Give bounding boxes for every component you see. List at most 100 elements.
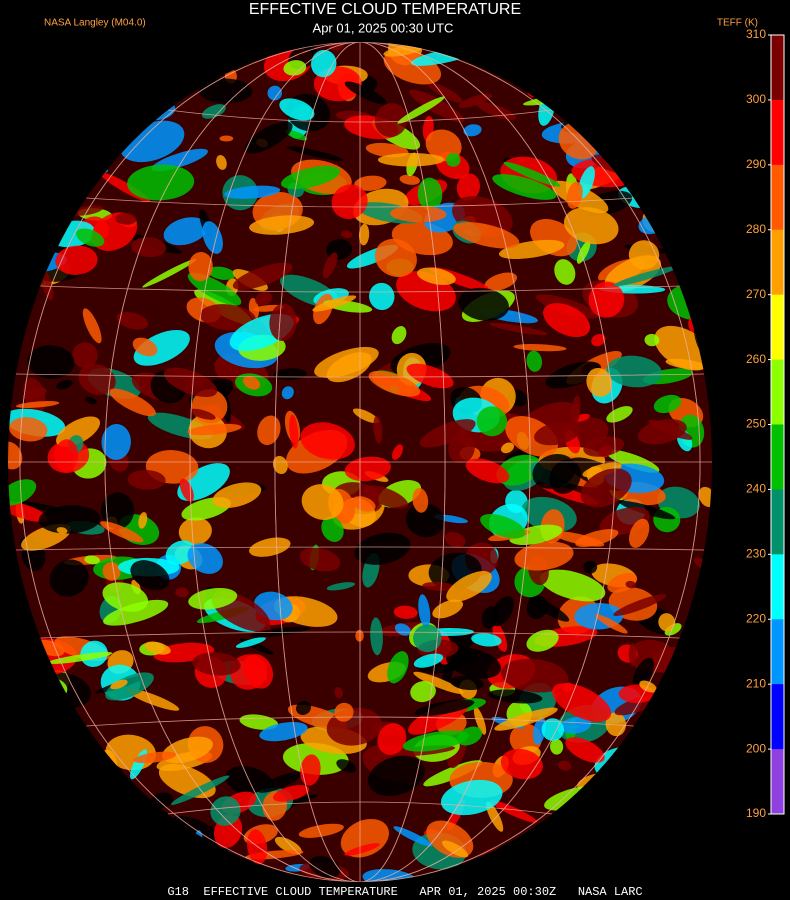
cloud-patch	[370, 617, 383, 656]
cloud-patch	[377, 152, 445, 167]
cloud-patch	[8, 501, 48, 522]
cloud-patch	[487, 689, 543, 704]
cloud-patch	[540, 569, 606, 602]
cloud-patch	[406, 363, 454, 389]
colorbar-tick-label: 300	[746, 92, 766, 106]
cloud-patch	[391, 444, 403, 460]
cloud-patch	[458, 287, 509, 321]
cloud-patch	[619, 500, 676, 520]
cloud-patch	[629, 518, 650, 548]
cloud-patch	[283, 60, 307, 76]
cloud-patch	[187, 543, 223, 574]
cloud-patch	[480, 513, 526, 539]
cloud-patch	[301, 484, 344, 520]
cloud-patch	[456, 173, 481, 201]
cloud-patch	[554, 259, 576, 285]
cloud-patch	[331, 184, 368, 220]
cloud-patch	[473, 706, 487, 735]
cloud-patch	[249, 626, 311, 638]
cloud-patch	[298, 823, 344, 838]
cloud-patch	[344, 456, 391, 482]
cloud-patch	[409, 89, 465, 123]
cloud-patch	[133, 751, 177, 764]
cloud-patch	[284, 129, 308, 141]
cloud-patch	[272, 455, 288, 475]
cloud-patch	[76, 228, 105, 247]
cloud-patch	[377, 723, 407, 755]
cloud-patch	[625, 580, 637, 589]
cloud-patch	[397, 96, 445, 124]
colorbar-segment	[771, 294, 784, 361]
cloud-patch	[210, 796, 241, 826]
cloud-patch	[450, 675, 485, 691]
cloud-patch	[363, 485, 409, 509]
cloud-patch	[216, 154, 227, 170]
cloud-patch	[322, 252, 338, 279]
cloud-patch	[374, 238, 417, 278]
cloud-patch	[242, 375, 261, 390]
cloud-patch	[344, 81, 387, 105]
cloud-patch	[72, 342, 98, 368]
cloud-patch	[312, 295, 357, 312]
cloud-patch	[244, 121, 293, 154]
cloud-patch	[583, 436, 625, 457]
cloud-patch	[212, 482, 262, 508]
cloud-patch	[563, 207, 619, 245]
cloud-patch	[632, 657, 654, 689]
cloud-patch	[595, 614, 628, 634]
cloud-patch	[489, 322, 548, 336]
cloud-patch	[613, 594, 667, 617]
cloud-patch	[606, 406, 633, 423]
lat-lon-grid	[8, 42, 712, 882]
cloud-patch	[413, 671, 464, 694]
cloud-patch	[410, 681, 436, 703]
cloud-patch	[272, 785, 310, 802]
cloud-patch	[490, 800, 538, 823]
colorbar-segment	[771, 164, 784, 231]
meridian	[19, 42, 701, 882]
colorbar: 310 300 290 280 270 260 250 240 230 220 210 200 190	[746, 27, 785, 820]
colorbar-segment	[771, 619, 784, 685]
cloud-patch	[311, 49, 337, 78]
cloud-patch	[340, 818, 389, 858]
cloud-patch	[465, 458, 510, 484]
colorbar-segment	[771, 684, 784, 750]
cloud-patch	[534, 421, 581, 446]
colorbar-tick-label: 260	[746, 352, 766, 366]
footer: G18 EFFECTIVE CLOUD TEMPERATURE APR 01, …	[167, 885, 642, 899]
cloud-patch	[367, 755, 425, 796]
cloud-patch	[446, 647, 502, 679]
cloud-patch	[289, 414, 299, 449]
cloud-patch	[486, 801, 504, 832]
cloud-patch	[351, 496, 376, 512]
cloud-patch	[38, 505, 101, 534]
cloud-patch	[391, 326, 407, 345]
credit: NASA Langley (M04.0)	[44, 18, 146, 29]
cloud-patch	[101, 424, 131, 460]
cloud-patch	[115, 212, 137, 225]
cloud-patch	[575, 529, 619, 548]
cloud-patch	[644, 333, 660, 347]
cloud-patch	[127, 164, 195, 201]
cloud-patch	[583, 560, 598, 574]
cloud-patch	[658, 613, 676, 632]
cloud-patch	[576, 240, 591, 264]
cloud-patch	[187, 423, 242, 436]
cloud-patch	[309, 856, 341, 879]
cloud-patch	[501, 658, 569, 693]
cloud-patch	[257, 771, 302, 793]
cloud-patch	[255, 291, 273, 306]
cloud-patch	[144, 641, 171, 655]
cloud-patch	[387, 651, 409, 684]
meridian	[189, 42, 531, 882]
cloud-patch	[9, 417, 48, 442]
cloud-patch	[201, 104, 226, 119]
colorbar-tick-label: 270	[746, 287, 766, 301]
colorbar-tick-label: 190	[746, 806, 766, 820]
cloud-patch	[100, 521, 144, 543]
cloud-patch	[427, 82, 463, 103]
cloud-patch	[321, 516, 344, 542]
cloud-patch	[109, 388, 156, 417]
cloud-patch	[341, 230, 353, 239]
